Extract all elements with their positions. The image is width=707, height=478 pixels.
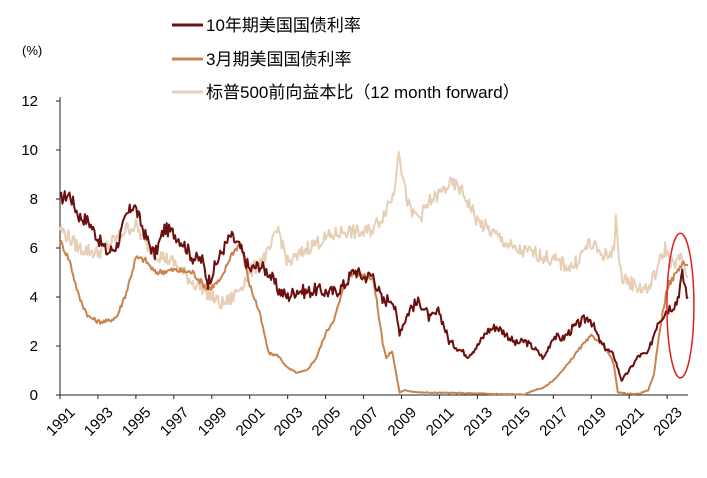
y-tick-label: 12 (21, 93, 38, 110)
x-tick-label: 2001 (233, 404, 269, 440)
legend-label-3: 标普500前向益本比（12 month forward） (206, 83, 520, 102)
x-tick-label: 2003 (271, 404, 307, 440)
x-tick-label: 1997 (157, 404, 193, 440)
legend-label-2: 3月期美国国债利率 (206, 50, 351, 69)
x-tick-label: 2013 (460, 404, 496, 440)
highlight-annotation (666, 232, 695, 379)
series-line-3 (59, 151, 689, 310)
x-tick-label: 1999 (195, 404, 231, 440)
y-tick-label: 4 (30, 289, 38, 306)
x-tick-label: 2007 (347, 404, 383, 440)
x-tick-label: 1995 (119, 404, 155, 440)
y-tick-label: 10 (21, 142, 38, 159)
series-lines (59, 151, 689, 396)
x-tick-label: 2015 (498, 404, 534, 440)
x-tick-label: 2017 (536, 404, 572, 440)
y-tick-label: 8 (30, 191, 38, 208)
x-tick-label: 2021 (612, 404, 648, 440)
series-line-2 (59, 240, 689, 396)
x-tick-label: 1991 (43, 404, 79, 440)
y-tick-label: 6 (30, 240, 38, 257)
x-tick-label: 2011 (423, 404, 458, 439)
highlight-ellipse (666, 232, 695, 379)
legend-label-1: 10年期美国国债利率 (206, 16, 361, 35)
x-tick-label: 2023 (650, 404, 686, 440)
y-axis-unit-label: (%) (22, 43, 42, 58)
x-tick-label: 2009 (385, 404, 421, 440)
series-line-1 (59, 190, 689, 382)
x-tick-label: 2019 (574, 404, 610, 440)
x-tick-label: 2005 (309, 404, 345, 440)
y-tick-label: 0 (30, 387, 38, 404)
x-tick-label: 1993 (81, 404, 117, 440)
y-tick-label: 2 (30, 338, 38, 355)
